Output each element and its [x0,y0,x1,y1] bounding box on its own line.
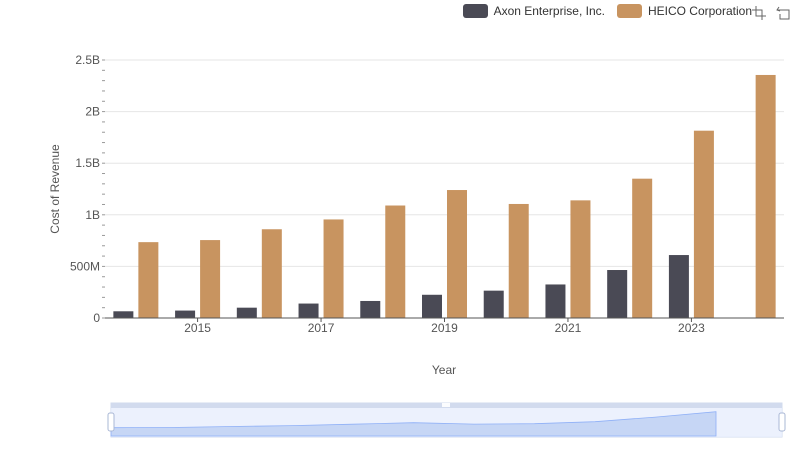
x-tick-label: 2023 [678,321,705,335]
legend-label-heico: HEICO Corporation [647,4,752,18]
bar-heico-2024[interactable] [755,74,776,319]
y-tick-label: 2B [85,105,100,119]
bar-heico-2019[interactable] [447,190,467,318]
bar-axon-2017[interactable] [298,303,319,318]
y-tick-label: 500M [70,259,100,273]
bar-heico-2017[interactable] [323,219,344,318]
slider-data-preview [110,411,717,437]
bar-axon-2019[interactable] [422,294,442,318]
y-axis: 0 500M 1B 1.5B 2B 2.5B [70,53,105,325]
bars [113,74,776,319]
legend-item-axon[interactable]: Axon Enterprise, Inc. [462,4,605,18]
bar-heico-2022[interactable] [632,178,653,318]
bar-heico-2021[interactable] [570,200,591,318]
y-axis-label: Cost of Revenue [48,144,62,234]
y-tick-label: 0 [93,311,100,325]
bar-axon-2015[interactable] [175,310,196,318]
data-zoom-slider[interactable] [107,402,786,438]
x-tick-label: 2017 [308,321,335,335]
x-tick-label: 2021 [555,321,582,335]
y-tick-label: 2.5B [75,53,100,67]
y-tick-label: 1B [85,208,100,222]
x-axis: 2015 2017 2019 2021 2023 [105,317,784,335]
bar-axon-2020[interactable] [483,290,504,318]
toolbox [752,6,790,20]
bar-heico-2014[interactable] [138,242,159,318]
bar-heico-2016[interactable] [261,229,282,318]
bar-axon-2022[interactable] [607,270,628,318]
bar-axon-2014[interactable] [113,311,134,318]
x-axis-label: Year [432,363,456,377]
y-tick-label: 1.5B [75,156,100,170]
x-tick-label: 2019 [431,321,458,335]
legend-swatch-axon [462,4,488,18]
legend-swatch-heico [616,4,642,18]
bar-axon-2016[interactable] [236,307,257,318]
legend-item-heico[interactable]: HEICO Corporation [616,4,752,18]
legend: Axon Enterprise, Inc. HEICO Corporation [462,4,752,18]
bar-heico-2018[interactable] [385,205,406,318]
slider-left-handle[interactable] [107,412,115,432]
bar-axon-2018[interactable] [360,300,381,318]
slider-right-handle[interactable] [778,412,786,432]
zoom-icon[interactable] [752,6,766,20]
bar-heico-2023[interactable] [693,130,714,318]
slider-grip-icon[interactable] [442,403,450,407]
bar-axon-2021[interactable] [545,284,566,318]
x-tick-label: 2015 [184,321,211,335]
bar-axon-2023[interactable] [668,255,689,318]
bar-heico-2015[interactable] [200,240,221,318]
legend-label-axon: Axon Enterprise, Inc. [493,4,605,18]
bar-heico-2020[interactable] [508,203,529,318]
restore-icon[interactable] [776,6,790,20]
